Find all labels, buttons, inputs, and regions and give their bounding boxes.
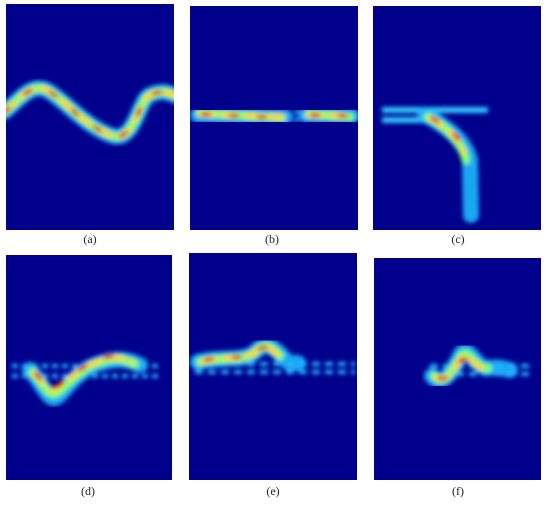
panel-b — [190, 6, 358, 230]
trace-peak — [438, 357, 484, 381]
panel-label: (f) — [452, 484, 464, 498]
spectrogram-trace — [424, 343, 530, 388]
spectrogram-trace — [190, 107, 358, 125]
panel-f — [374, 258, 541, 480]
panel-label: (a) — [83, 232, 96, 246]
spectrogram-trace — [190, 337, 355, 374]
trace-peak — [430, 116, 462, 144]
panel-d — [6, 255, 172, 480]
panel-label: (b) — [265, 232, 279, 246]
trace-high — [199, 344, 281, 365]
trace-faint — [285, 110, 306, 122]
spectrogram-trace — [6, 80, 174, 145]
trace-peak — [6, 86, 174, 139]
spectrogram-trace — [12, 351, 162, 406]
trace-high — [31, 354, 135, 393]
trace-peak — [201, 112, 350, 120]
panel-a — [6, 4, 174, 230]
panel-label: (e) — [266, 484, 279, 498]
panel-c — [373, 6, 541, 230]
panel-label: (c) — [451, 232, 464, 246]
spectrogram-trace — [382, 107, 488, 223]
panel-label: (d) — [81, 484, 95, 498]
panel-e — [189, 253, 357, 480]
